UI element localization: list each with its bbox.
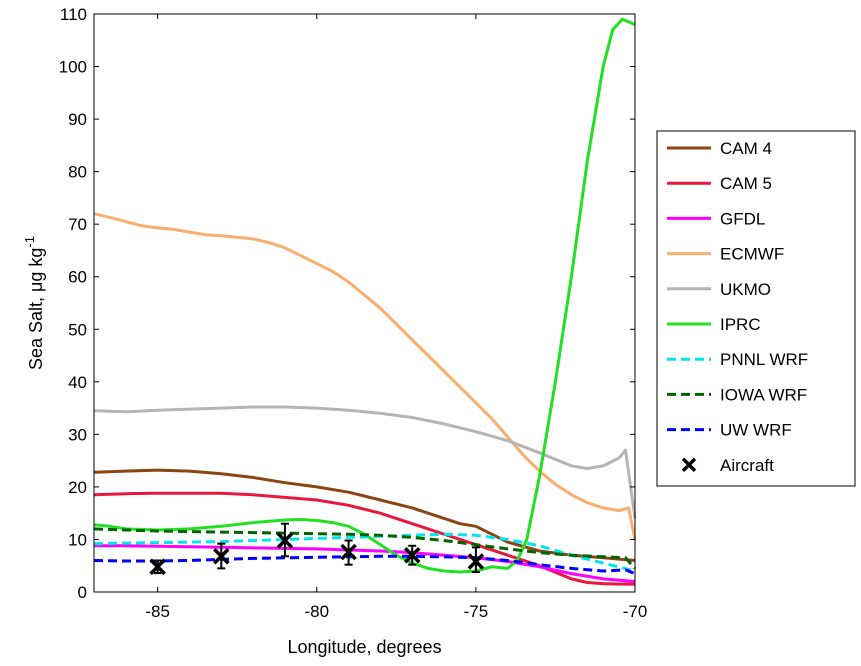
legend-label-iprc: IPRC [720,315,761,334]
legend-item-ecmwf: ECMWF [667,245,784,264]
y-tick-label-4: 40 [68,373,87,392]
y-axis-title-exponent: -1 [22,236,37,248]
legend-label-aircraft: Aircraft [720,456,774,475]
axes-layer: 0 10 20 30 40 50 60 70 80 90 100 110 -85 -80 -75 -70 [59,5,648,621]
legend-marker-b [681,457,697,473]
legend-label-ukmo: UKMO [720,280,771,299]
legend-label-ecmwf: ECMWF [720,245,784,264]
y-tick-label-9: 90 [68,110,87,129]
y-tick-label-7: 70 [68,215,87,234]
legend-label-uw-wrf: UW WRF [720,421,792,440]
series-line-ecmwf [93,212,637,540]
legend-box [656,130,856,487]
aircraft-point-4 [403,544,421,566]
series-line-ukmo [93,405,637,519]
x-tick-label-3: -70 [623,602,648,621]
y-tick-label-5: 50 [68,320,87,339]
legend-label-iowa-wrf: IOWA WRF [720,385,807,404]
y-tick-label-1: 10 [68,530,87,549]
aircraft-point-1 [213,542,230,570]
aircraft-marker-b-4 [403,546,421,564]
legend-item-iprc: IPRC [667,315,761,334]
series-line-gfdl [94,544,636,583]
aircraft-point-0 [149,558,166,576]
series-line-iowa-wrf [93,527,637,570]
legend-item-aircraft: Aircraft [681,456,774,475]
aircraft-marker-b-0 [149,558,166,576]
y-tick-label-6: 60 [68,268,87,287]
legend-label-pnnl-wrf: PNNL WRF [720,350,808,369]
aircraft-marker-b-3 [340,543,357,561]
y-axis-title-unit: μg kg [26,248,46,292]
legend-item-ukmo: UKMO [667,280,771,299]
y-tick-label-8: 80 [68,163,87,182]
legend-label-cam-5: CAM 5 [720,174,772,193]
aircraft-marker-b-5 [467,553,485,570]
y-tick-label-3: 30 [68,425,87,444]
y-tick-label-0: 0 [78,583,87,602]
aircraft-marker-b-2 [276,532,294,549]
aircraft-point-3 [340,539,357,566]
legend-item-pnnl-wrf: PNNL WRF [667,350,808,369]
series-layer [93,17,637,586]
series-line-pnnl-wrf [93,532,636,573]
x-axis-title: Longitude, degrees [287,637,441,657]
y-axis-title: Sea Salt, μg kg-1 [22,236,46,370]
legend-item-iowa-wrf: IOWA WRF [667,385,807,404]
legend-item-uw-wrf: UW WRF [667,421,792,440]
aircraft-layer [149,522,485,576]
legend-item-cam-5: CAM 5 [667,174,772,193]
y-tick-label-2: 20 [68,478,87,497]
y-axis-title-main: Sea Salt, [26,292,46,370]
series-line-iprc [93,17,636,574]
x-tick-label-2: -75 [464,602,489,621]
y-tick-label-11: 110 [60,5,87,24]
series-line-cam-5 [93,491,635,586]
x-tick-label-0: -85 [145,602,170,621]
aircraft-marker-b-1 [213,548,230,565]
x-tick-label-1: -80 [304,602,329,621]
aircraft-point-5 [467,546,485,574]
series-line-uw-wrf [93,554,636,575]
aircraft-point-2 [276,522,294,558]
legend-item-cam-4: CAM 4 [667,139,772,158]
legend-label-cam-4: CAM 4 [720,139,772,158]
series-line-cam-4 [93,468,636,562]
plot-frame [93,13,636,593]
legend-item-gfdl: GFDL [667,209,765,228]
y-tick-label-10: 100 [59,58,87,77]
legend: CAM 4 CAM 5 GFDL ECMWF UKMO IPRC PNNL WRF IOWA … [656,130,856,487]
legend-label-gfdl: GFDL [720,209,765,228]
